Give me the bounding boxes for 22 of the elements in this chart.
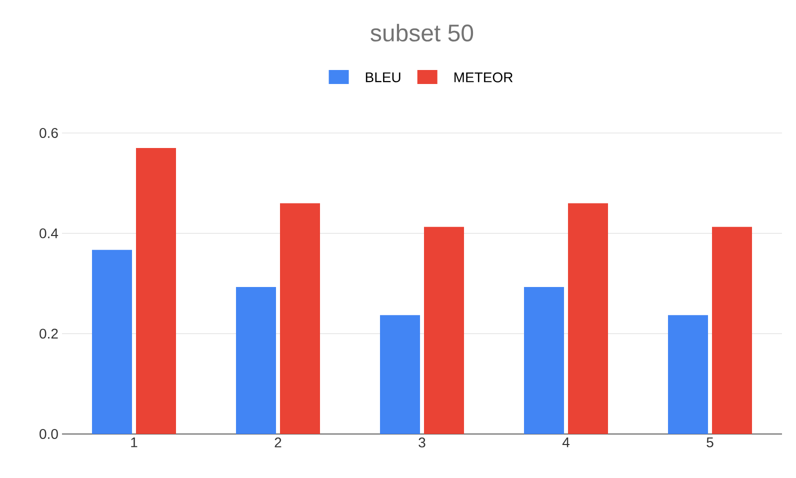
- x-tick-label: 3: [418, 438, 426, 448]
- x-tick-label: 2: [274, 438, 282, 448]
- x-tick-label: 4: [562, 438, 570, 448]
- chart-title: subset 50: [370, 24, 474, 42]
- bar: [712, 226, 752, 434]
- bar: [668, 315, 708, 434]
- bar: [92, 250, 132, 434]
- legend-label: BLEU: [366, 72, 400, 82]
- x-tick-label: 1: [131, 438, 138, 448]
- y-tick-label: 0.4: [40, 228, 58, 238]
- bar: [280, 203, 320, 434]
- bar: [380, 315, 420, 434]
- bar: [236, 287, 276, 434]
- y-tick-label: 0.0: [40, 429, 58, 439]
- bar: [524, 287, 564, 434]
- x-tick-label: 5: [706, 438, 714, 448]
- y-tick-label: 0.6: [40, 128, 58, 138]
- bar: [424, 226, 464, 434]
- bar: [568, 203, 608, 434]
- y-tick-label: 0.2: [40, 328, 58, 339]
- legend-label: METEOR: [454, 72, 513, 82]
- bar: [136, 148, 176, 434]
